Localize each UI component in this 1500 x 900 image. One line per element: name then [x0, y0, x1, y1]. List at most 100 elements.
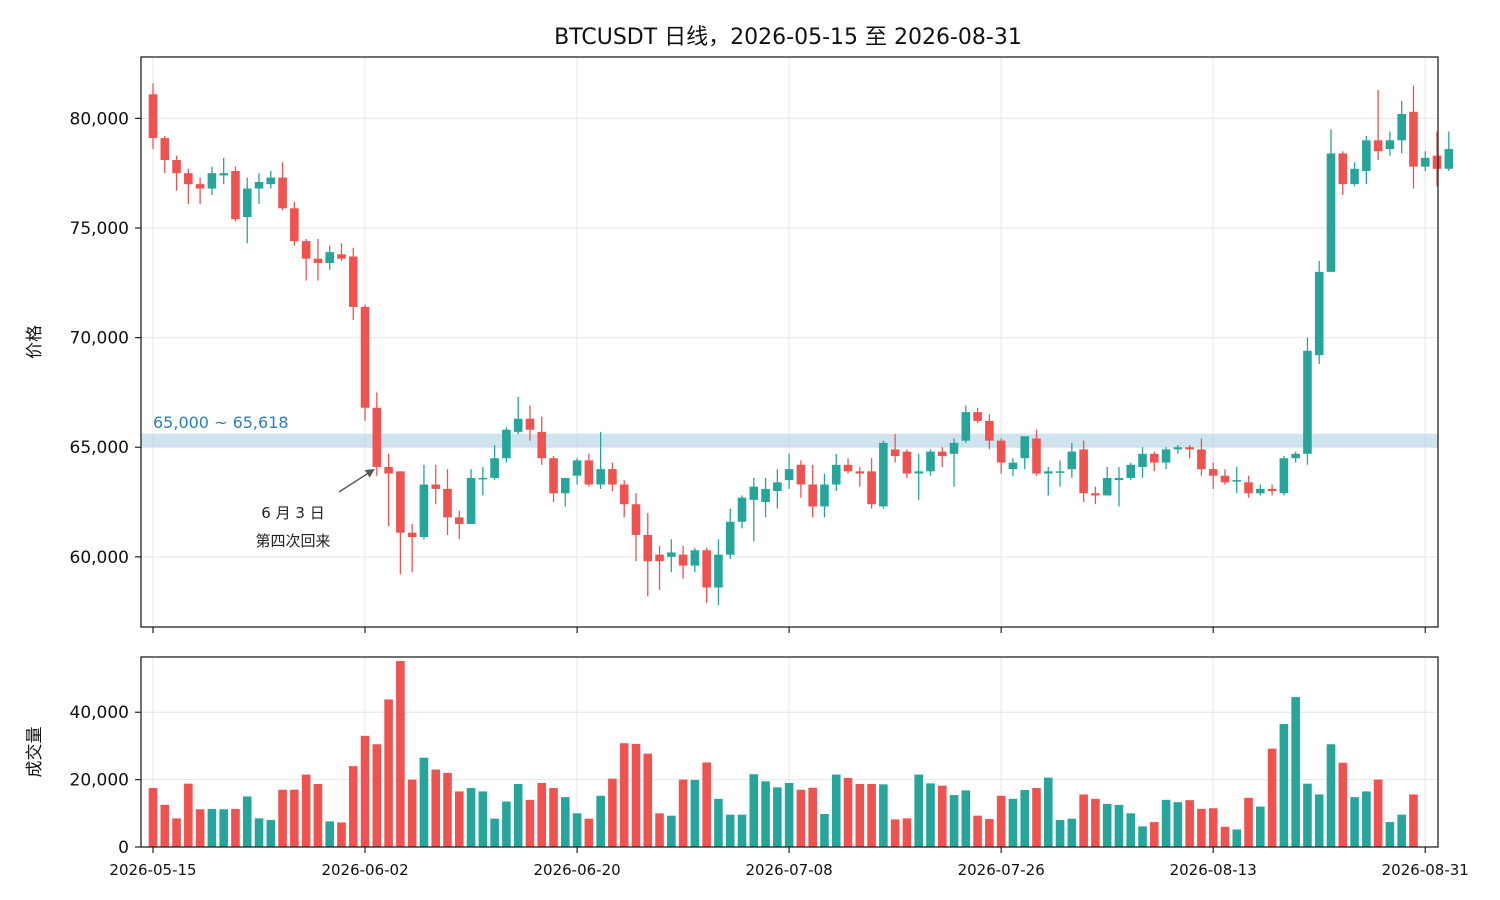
volume-bar	[372, 744, 382, 847]
volume-tick-label: 0	[118, 838, 129, 858]
candle-body	[667, 552, 676, 557]
candle-body	[384, 466, 393, 474]
candle-body	[714, 554, 723, 588]
volume-bar	[678, 779, 688, 847]
price-y-axis: 60,000 65,000 70,000 75,000 80,000	[70, 109, 141, 568]
volume-bar	[1091, 798, 1100, 847]
date-tick-label: 2026-06-20	[533, 861, 620, 879]
resistance-zone-label: 65,000 ~ 65,618	[153, 413, 289, 432]
volume-bar	[890, 819, 900, 847]
volume-bar	[184, 783, 193, 847]
candle-body	[254, 181, 264, 189]
candle-body	[690, 550, 700, 566]
candle-body	[184, 173, 193, 185]
volume-bar	[725, 814, 735, 847]
candle-body	[1362, 140, 1371, 171]
volume-bar	[278, 789, 287, 847]
candle-body	[584, 460, 594, 485]
volume-bar	[784, 782, 794, 847]
volume-bar	[337, 822, 346, 847]
volume-bar	[454, 791, 464, 847]
volume-bar	[1185, 800, 1194, 847]
candle-body	[1102, 477, 1112, 496]
candle-body	[1409, 111, 1418, 167]
volume-bar	[478, 791, 488, 847]
volume-bar	[1043, 777, 1053, 847]
candle-body	[396, 471, 405, 533]
candle-body	[596, 469, 605, 485]
candle-body	[1291, 453, 1300, 459]
volume-bar	[690, 779, 700, 847]
candle-body	[1267, 488, 1277, 492]
volume-bar	[266, 820, 276, 847]
candle-body	[372, 407, 382, 467]
volume-bar	[1032, 788, 1041, 847]
candle-body	[1303, 350, 1312, 454]
candle-body	[996, 440, 1006, 463]
candle-body	[926, 451, 935, 472]
volume-bar	[419, 757, 429, 847]
volume-bar	[443, 772, 452, 847]
candle-body	[525, 418, 535, 430]
volume-bar	[1397, 814, 1406, 847]
volume-bar	[996, 795, 1006, 847]
volume-bar	[1079, 794, 1088, 847]
volume-bar	[820, 813, 829, 847]
candle-body	[949, 442, 959, 454]
volume-bar	[348, 766, 358, 847]
volume-bar	[855, 784, 865, 847]
volume-bar	[301, 774, 311, 847]
candle-body	[1256, 488, 1265, 494]
candle-body	[608, 469, 617, 485]
candle-body	[337, 254, 346, 259]
candle-body	[1126, 464, 1136, 478]
volume-bar	[1102, 803, 1112, 847]
candle-body	[784, 469, 794, 481]
volume-bar	[1220, 826, 1230, 847]
volume-axis-title: 成交量	[25, 727, 45, 778]
candle-body	[725, 521, 735, 555]
annotation-line-2: 第四次回来	[255, 532, 330, 550]
price-tick-label: 75,000	[70, 219, 129, 239]
volume-bar	[431, 769, 441, 847]
price-tick-label: 60,000	[70, 548, 129, 568]
volume-bar	[1256, 806, 1265, 847]
volume-bar	[231, 808, 240, 847]
volume-bar	[313, 784, 323, 847]
candle-body	[1150, 453, 1159, 463]
candle-body	[1079, 449, 1088, 494]
candle-body	[172, 160, 181, 174]
volume-bar	[1020, 790, 1030, 847]
candle-body	[1138, 453, 1147, 467]
candle-body	[831, 464, 841, 485]
candle-body	[855, 471, 865, 474]
candle-body	[348, 256, 358, 307]
candle-body	[1020, 436, 1030, 459]
volume-bar	[148, 788, 158, 847]
candle-body	[1197, 449, 1206, 470]
volume-bar	[949, 795, 959, 847]
candle-body	[796, 464, 806, 485]
candle-body	[490, 458, 499, 478]
annotation-arrow-line	[338, 473, 368, 493]
candle-body	[454, 517, 464, 524]
volume-bar	[714, 798, 723, 847]
candle-body	[631, 504, 641, 535]
volume-bar	[1326, 744, 1336, 847]
volume-bar	[1114, 804, 1124, 847]
volume-bar	[561, 797, 570, 847]
candle-body	[431, 484, 441, 489]
candle-body	[572, 460, 582, 476]
volume-bar	[867, 784, 876, 847]
candle-body	[1338, 153, 1348, 185]
volume-bar	[737, 814, 747, 847]
date-tick-label: 2026-05-15	[109, 861, 196, 879]
volume-bar	[702, 762, 711, 847]
candle-body	[160, 138, 170, 161]
candle-body	[737, 497, 747, 522]
candle-body	[231, 171, 240, 220]
candle-body	[242, 188, 252, 218]
candle-body	[478, 477, 488, 480]
volume-bar	[1373, 779, 1383, 847]
volume-bar	[749, 774, 759, 847]
